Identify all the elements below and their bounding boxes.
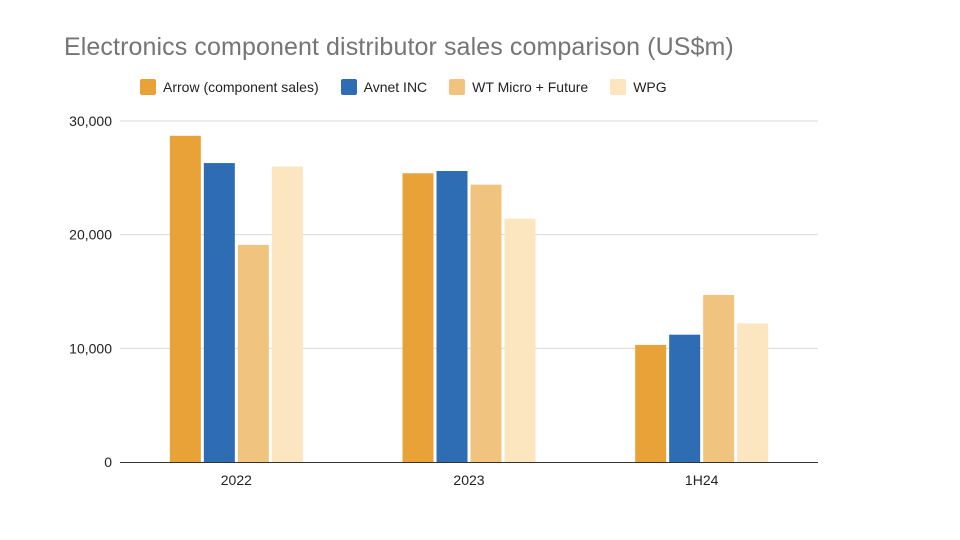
x-tick-label: 2022	[221, 472, 252, 488]
legend-item-wt-micro-future[interactable]: WT Micro + Future	[449, 79, 588, 95]
legend-item-arrow[interactable]: Arrow (component sales)	[140, 79, 319, 95]
bar-wt-micro-future-2023[interactable]	[470, 184, 502, 463]
y-tick-label: 30,000	[69, 113, 112, 129]
y-tick-label: 20,000	[69, 227, 112, 243]
bars	[169, 135, 769, 463]
legend-item-avnet[interactable]: Avnet INC	[340, 79, 428, 95]
legend-label-wpg: WPG	[633, 79, 667, 95]
bar-wpg-2023[interactable]	[504, 218, 536, 462]
legend-swatch-wt-micro-future	[449, 79, 466, 95]
bar-wt-micro-future-2022[interactable]	[237, 244, 269, 462]
gridlines	[120, 120, 818, 349]
y-axis-tick-labels: 0 10,000 20,000 30,000	[69, 113, 112, 470]
y-tick-label: 10,000	[69, 340, 112, 356]
y-tick-label: 0	[104, 454, 112, 470]
bar-arrow-component-sales-2022[interactable]	[169, 135, 201, 462]
legend-label-avnet: Avnet INC	[363, 79, 428, 95]
legend-label-arrow: Arrow (component sales)	[163, 79, 319, 95]
legend-swatch-arrow	[140, 79, 156, 95]
bar-arrow-component-sales-2023[interactable]	[402, 173, 434, 462]
legend-label-wt-micro-future: WT Micro + Future	[472, 79, 589, 95]
legend: Arrow (component sales) Avnet INC WT Mic…	[140, 79, 667, 95]
legend-item-wpg[interactable]: WPG	[610, 79, 667, 95]
bar-wpg-2022[interactable]	[271, 166, 303, 462]
bar-avnet-inc-1h24[interactable]	[669, 334, 701, 462]
legend-swatch-avnet	[340, 79, 357, 95]
bar-avnet-inc-2023[interactable]	[436, 171, 468, 462]
x-tick-label: 2023	[453, 472, 484, 488]
legend-swatch-wpg	[610, 79, 627, 95]
bar-avnet-inc-2022[interactable]	[203, 163, 235, 462]
bar-wt-micro-future-1h24[interactable]	[703, 294, 735, 462]
bar-wpg-1h24[interactable]	[737, 323, 769, 462]
chart-title: Electronics component distributor sales …	[64, 33, 734, 61]
x-axis-tick-labels: 2022 2023 1H24	[221, 472, 719, 488]
x-tick-label: 1H24	[685, 472, 719, 488]
bar-arrow-component-sales-1h24[interactable]	[635, 344, 667, 462]
